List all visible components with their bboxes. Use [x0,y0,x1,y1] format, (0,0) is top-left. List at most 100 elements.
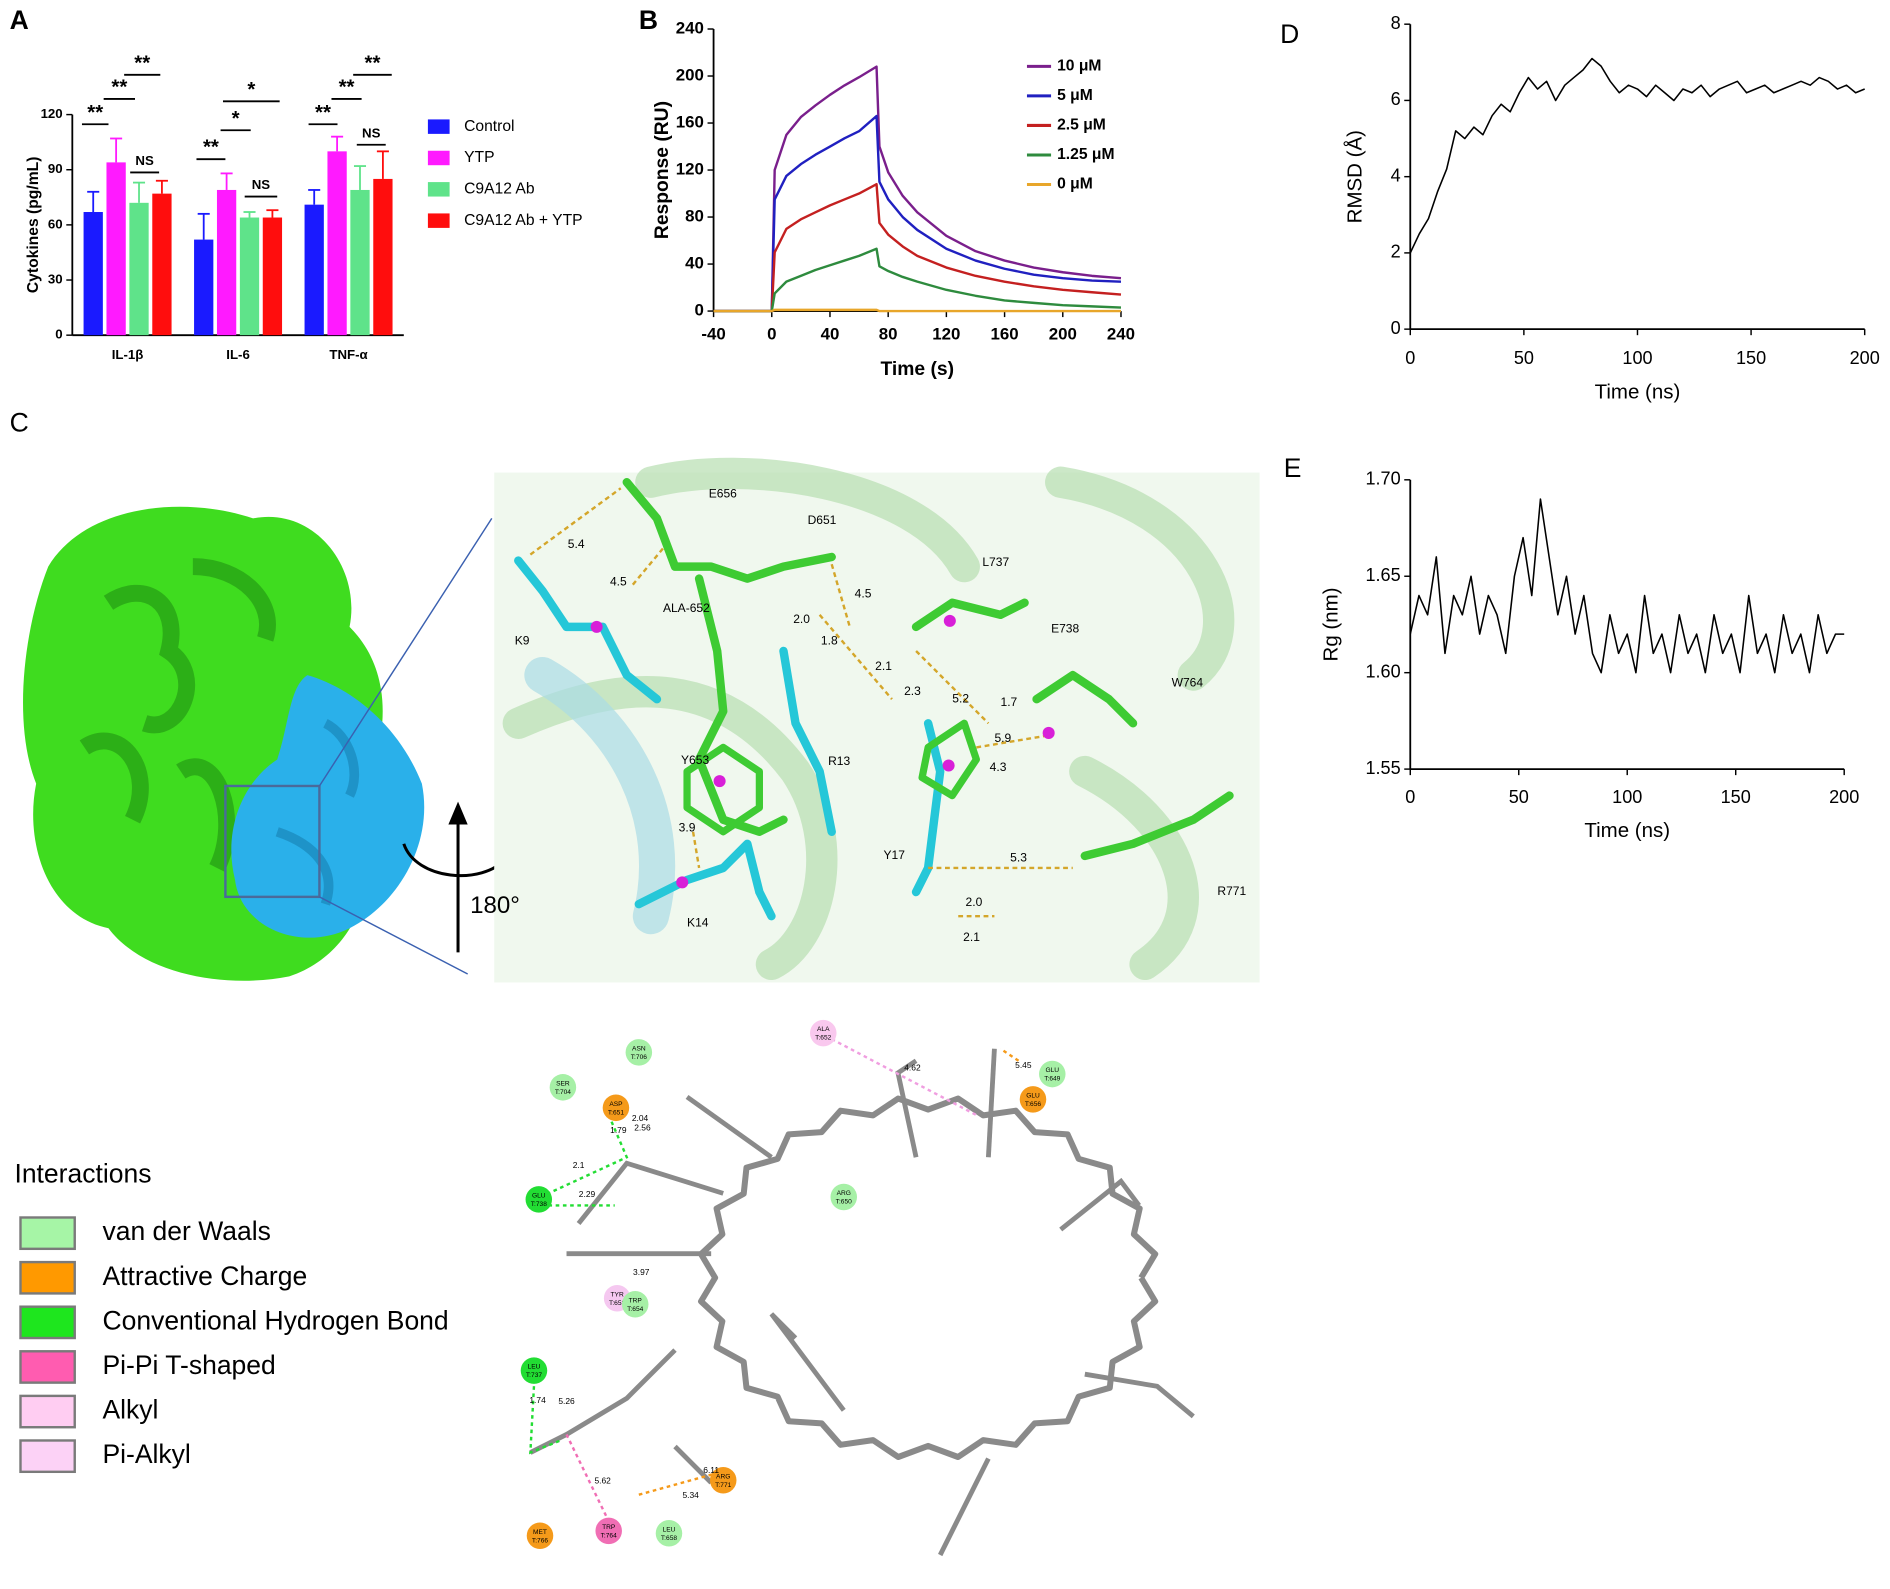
significance-label: ** [364,51,380,74]
residue-name: GLU [1045,1067,1059,1074]
legend-swatch [427,182,450,197]
y-tick-label: 4 [1391,165,1401,185]
residue-node [709,1467,737,1494]
residue-label: K9 [515,634,530,648]
distance-label: 3.9 [679,820,696,834]
x-tick-label: 160 [991,325,1019,344]
bar [83,212,103,336]
x-axis-title: Time (ns) [1595,380,1681,403]
residue-label: R771 [1217,884,1246,898]
y-tick-label: 1.60 [1365,661,1400,681]
error-bar [87,190,100,213]
residue-chain: T:651 [608,1109,624,1116]
residue-node [595,1517,622,1545]
residue-chain: T:764 [601,1532,617,1539]
distance-label: 1.79 [610,1125,627,1135]
y-tick-label: 60 [48,216,63,231]
residue-chain: T:738 [531,1201,547,1208]
residue-node [621,1291,649,1318]
rotation-label: 180° [470,892,520,919]
residue-node [520,1357,548,1384]
residue-node [526,1522,554,1549]
backbone [698,1095,1159,1461]
data-line [713,247,1122,313]
distance-label: 2.3 [904,684,921,698]
data-line [713,308,1121,313]
side-chain [938,1457,991,1557]
legend-label: 1.25 μM [1057,146,1114,163]
distance-label: 2.56 [634,1123,651,1133]
legend-swatch [19,1260,76,1295]
legend-label: Attractive Charge [102,1261,307,1291]
distance-label: 4.5 [610,574,627,588]
interaction-line [831,1038,977,1117]
x-tick-label: 50 [1509,787,1529,807]
distance-label: 4.3 [990,760,1007,774]
panel-label: C [10,407,29,437]
distance-label: 5.2 [952,691,969,705]
residue-name: MET [533,1529,547,1536]
legend-swatch [19,1394,76,1429]
surface-view [23,506,512,981]
distance-label: 6.11 [703,1465,719,1475]
distance-label: 2.04 [632,1113,649,1123]
bar [327,151,347,336]
residue-name: ARG [716,1473,730,1480]
legend-swatch [19,1350,76,1384]
bar [350,189,370,336]
distance-label: 5.4 [568,537,585,551]
legend-label: 10 μM [1057,58,1101,75]
y-tick-label: 1.70 [1365,469,1400,489]
bar [304,204,324,336]
bar [106,162,126,336]
x-tick-label: 150 [1736,348,1766,368]
residue-chain: T:649 [1044,1076,1060,1083]
significance-label: * [247,78,255,101]
distance-label: 5.3 [1010,850,1027,864]
significance-label: ** [134,51,150,74]
residue-node [810,1019,837,1047]
residue-label: R13 [828,754,850,768]
residue-name: TRP [602,1524,616,1531]
residue-node [549,1074,577,1101]
residue-label: K14 [687,916,709,930]
x-tick-label: -40 [701,325,725,344]
significance-label: NS [252,177,271,192]
significance-label: ** [315,101,331,124]
legend-swatch [19,1305,76,1340]
residue-node [602,1094,630,1122]
x-tick-label: 200 [1829,787,1859,807]
side-chain [985,1048,997,1158]
interaction-line [638,1471,718,1496]
error-bar [110,137,123,163]
x-tick-label: 50 [1514,348,1534,368]
distance-label: 5.9 [994,731,1011,745]
legend-swatch [427,150,450,166]
legend-title: Interactions [14,1158,151,1188]
bar [239,217,260,336]
residue-label: Y653 [681,753,709,767]
bar [194,239,214,336]
residue-chain: T:658 [661,1535,677,1542]
panel-label: D [1280,19,1299,49]
residue-name: TYR [611,1291,624,1298]
x-tick-label: IL-1β [112,347,144,362]
residue-chain: T:704 [555,1089,571,1096]
residue-name: SER [556,1080,570,1087]
legend-label: Pi-Pi T-shaped [102,1350,275,1380]
bar [216,189,237,336]
residue-node [1039,1060,1066,1088]
legend-label: YTP [464,149,494,166]
residue-label: L737 [982,555,1009,569]
residue-label: ALA-652 [663,601,710,615]
y-tick-label: 2 [1391,242,1401,262]
error-bar [376,150,389,179]
y-axis-title: RMSD (Å) [1343,130,1366,223]
side-chain [1059,1177,1141,1232]
legend-label: van der Waals [102,1216,270,1246]
data-line [1409,498,1845,674]
y-tick-label: 120 [676,159,704,178]
bar [152,193,172,336]
y-axis-title: Cytokines (pg/mL) [25,157,42,294]
